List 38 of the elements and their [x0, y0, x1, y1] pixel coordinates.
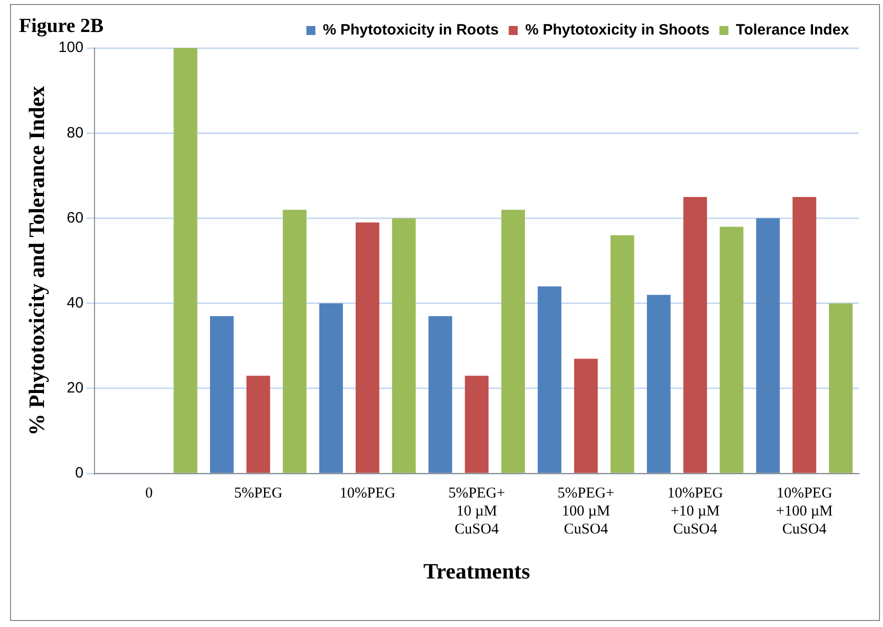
bar: [538, 286, 562, 473]
legend-label: % Phytotoxicity in Shoots: [525, 22, 710, 39]
bar: [464, 376, 489, 473]
x-tick-label: 0: [145, 486, 153, 502]
y-tick-label: 100: [58, 39, 84, 56]
bar: [574, 358, 598, 473]
y-tick-label: 40: [66, 294, 84, 312]
chart-title: Figure 2B: [19, 15, 104, 38]
x-tick-label: 10%PEG +10 µM CuSO4: [667, 486, 724, 538]
bar: [392, 218, 416, 473]
bar: [356, 222, 380, 473]
legend-label: % Phytotoxicity in Roots: [322, 22, 499, 39]
y-tick-label: 80: [66, 124, 84, 142]
bar: [610, 235, 634, 473]
x-tick-label: 5%PEG: [234, 486, 283, 502]
bar: [828, 303, 853, 473]
y-axis-title: % Phytotoxicity and Tolerance Index: [24, 86, 49, 436]
bar: [282, 210, 307, 473]
bar: [319, 303, 343, 473]
bar: [428, 316, 452, 473]
bar: [792, 196, 816, 473]
bar: [501, 210, 525, 473]
bar: [246, 376, 270, 473]
y-tick-label: 0: [75, 464, 84, 482]
bar: [756, 218, 780, 473]
bar: [210, 316, 234, 473]
bar: [646, 294, 671, 473]
bar: [720, 226, 744, 473]
y-tick-label: 20: [66, 380, 84, 397]
bar: [683, 196, 707, 473]
legend-label: Tolerance Index: [736, 22, 850, 39]
x-axis-title: Treatments: [423, 558, 531, 584]
bar: [174, 48, 198, 473]
y-tick-label: 60: [66, 209, 84, 226]
x-tick-label: 10%PEG: [340, 486, 396, 502]
x-tick-label: 10%PEG +100 µM CuSO4: [776, 486, 833, 538]
x-tick-label: 5%PEG+ 100 µM CuSO4: [558, 486, 614, 538]
x-tick-label: 5%PEG+ 10 µM CuSO4: [448, 486, 506, 538]
